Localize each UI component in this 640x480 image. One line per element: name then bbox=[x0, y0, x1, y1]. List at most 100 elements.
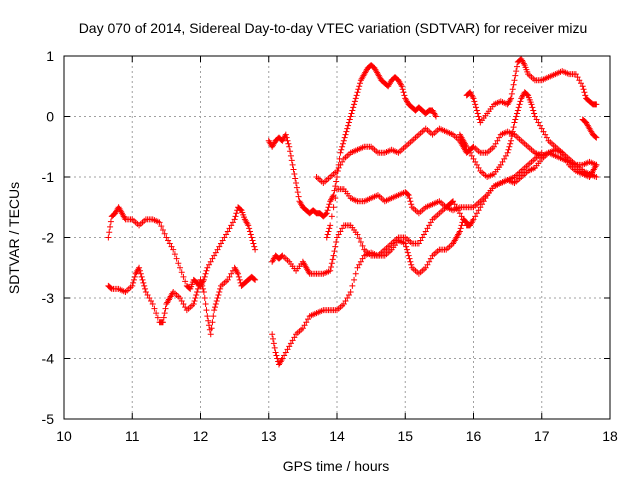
data-point bbox=[330, 252, 337, 259]
data-point bbox=[107, 223, 114, 230]
data-point bbox=[426, 222, 433, 229]
data-point bbox=[224, 276, 231, 283]
data-point bbox=[272, 349, 279, 356]
data-point bbox=[490, 143, 497, 150]
data-point bbox=[537, 122, 544, 129]
data-point bbox=[333, 239, 340, 246]
data-point bbox=[162, 305, 169, 312]
data-point bbox=[470, 216, 477, 223]
data-point bbox=[339, 158, 346, 165]
data-point bbox=[349, 107, 356, 114]
data-point bbox=[326, 225, 333, 232]
data-point bbox=[339, 143, 346, 150]
data-point bbox=[283, 134, 290, 141]
data-point bbox=[509, 128, 516, 135]
data-point bbox=[136, 264, 143, 271]
data-point bbox=[212, 301, 219, 308]
data-point bbox=[278, 253, 285, 260]
x-tick-label: 12 bbox=[193, 428, 209, 444]
chart-title: Day 070 of 2014, Sidereal Day-to-day VTE… bbox=[79, 20, 588, 36]
data-point bbox=[460, 216, 467, 223]
x-tick-label: 15 bbox=[397, 428, 413, 444]
data-point bbox=[170, 246, 177, 253]
data-point bbox=[207, 258, 214, 265]
data-point bbox=[494, 137, 501, 144]
y-tick-label: -1 bbox=[42, 169, 55, 185]
data-point bbox=[472, 101, 479, 108]
data-point bbox=[530, 107, 537, 114]
series-track-10 bbox=[456, 89, 600, 180]
data-point bbox=[328, 213, 335, 220]
data-point bbox=[237, 206, 244, 213]
data-point bbox=[482, 195, 489, 202]
series-track-5 bbox=[269, 216, 470, 277]
data-point bbox=[426, 258, 433, 265]
data-point bbox=[287, 148, 294, 155]
data-point bbox=[508, 137, 515, 144]
data-point bbox=[475, 207, 482, 214]
data-point bbox=[203, 267, 210, 274]
data-point bbox=[415, 240, 422, 247]
data-point bbox=[201, 295, 208, 301]
data-point bbox=[142, 285, 149, 292]
data-point bbox=[458, 222, 465, 229]
data-point bbox=[294, 189, 301, 196]
data-point bbox=[332, 195, 339, 202]
data-point bbox=[344, 125, 351, 132]
data-point bbox=[471, 98, 478, 105]
data-point bbox=[223, 231, 230, 238]
data-point bbox=[140, 279, 147, 286]
data-point bbox=[505, 146, 512, 153]
data-point bbox=[332, 243, 339, 250]
data-point bbox=[210, 313, 217, 320]
data-point bbox=[421, 231, 428, 238]
data-point bbox=[399, 86, 406, 93]
data-point bbox=[251, 243, 258, 250]
data-point bbox=[202, 301, 209, 308]
data-point bbox=[501, 155, 508, 162]
data-point bbox=[467, 149, 474, 156]
data-point bbox=[202, 270, 209, 277]
data-point bbox=[341, 134, 348, 141]
data-point bbox=[137, 270, 144, 277]
data-point bbox=[212, 304, 219, 311]
data-point bbox=[473, 107, 480, 114]
data-point bbox=[209, 319, 216, 326]
data-point bbox=[593, 161, 600, 168]
data-point bbox=[424, 261, 431, 268]
data-point bbox=[453, 204, 460, 211]
data-point bbox=[351, 276, 358, 283]
data-point bbox=[182, 304, 189, 311]
data-point bbox=[178, 269, 185, 276]
data-point bbox=[165, 237, 172, 244]
data-point bbox=[330, 204, 337, 211]
data-point bbox=[357, 80, 364, 87]
data-point bbox=[510, 81, 517, 88]
data-point bbox=[323, 210, 330, 217]
y-tick-label: 1 bbox=[46, 48, 54, 64]
data-point bbox=[354, 231, 361, 238]
data-point bbox=[417, 237, 424, 244]
data-point bbox=[228, 222, 235, 229]
data-point bbox=[492, 140, 499, 147]
data-point bbox=[295, 193, 302, 200]
data-point bbox=[422, 264, 429, 271]
data-point bbox=[159, 226, 166, 233]
x-tick-label: 11 bbox=[125, 428, 140, 444]
data-point bbox=[160, 314, 167, 321]
data-point bbox=[217, 240, 224, 247]
data-point bbox=[562, 155, 569, 162]
data-point bbox=[236, 276, 243, 283]
data-point bbox=[593, 101, 600, 108]
data-point bbox=[543, 134, 550, 141]
data-point bbox=[168, 243, 175, 250]
data-point bbox=[403, 246, 410, 253]
y-tick-label: -2 bbox=[42, 230, 55, 246]
data-point bbox=[531, 110, 538, 117]
data-point bbox=[560, 152, 567, 159]
data-point bbox=[343, 128, 350, 135]
data-point bbox=[398, 83, 405, 90]
data-point bbox=[342, 298, 349, 305]
data-point bbox=[456, 210, 463, 217]
